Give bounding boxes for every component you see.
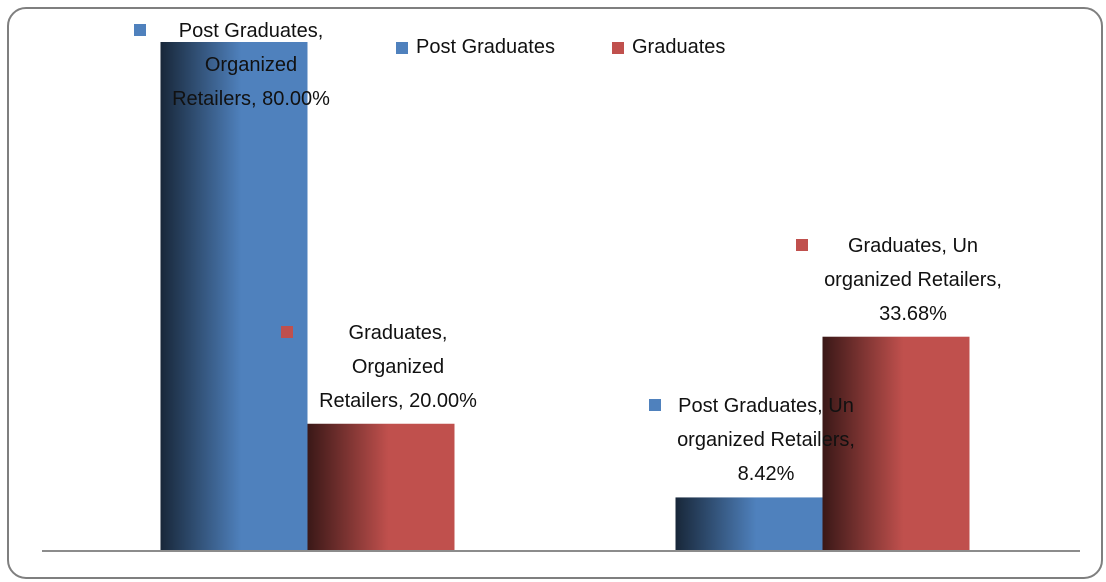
data-label-marker (649, 399, 661, 412)
data-label-marker (134, 24, 146, 36)
data-label-marker (281, 325, 293, 338)
bar (822, 336, 970, 551)
legend-item: Post Graduates (396, 36, 555, 59)
data-label: Post Graduates, Organized Retailers, 80.… (172, 20, 330, 110)
bar (307, 423, 455, 551)
data-label: Graduates, Organized Retailers, 20.00% (319, 321, 477, 412)
legend-swatch (612, 41, 624, 54)
legend-item: Graduates (612, 36, 725, 59)
legend-label: Graduates (632, 36, 726, 58)
bar (160, 42, 308, 551)
legend-label: Post Graduates (416, 36, 555, 58)
legend-swatch (396, 41, 408, 54)
data-label-marker (796, 238, 808, 251)
data-label: Graduates, Un organized Retailers, 33.68… (824, 234, 1002, 325)
data-label: Post Graduates, Un organized Retailers, … (677, 395, 855, 486)
bar (675, 497, 823, 551)
